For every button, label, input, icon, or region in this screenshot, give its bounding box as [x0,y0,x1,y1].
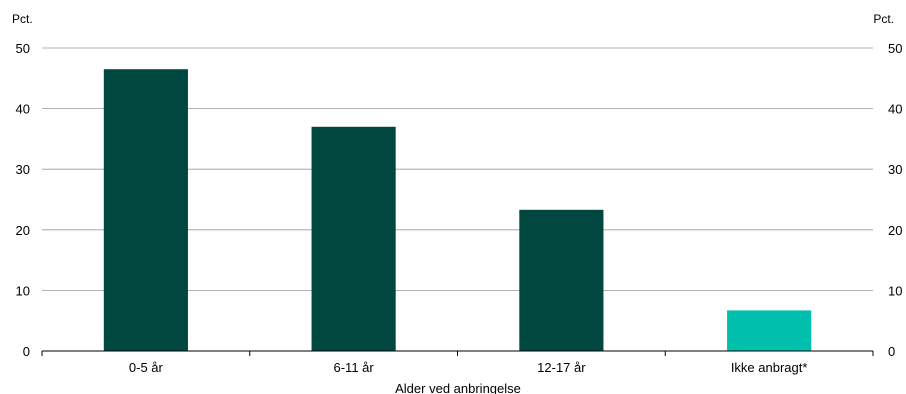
bar [103,69,188,352]
y-axis-unit-right: Pct. [873,12,894,26]
bar [311,126,396,351]
y-tick-label-left: 40 [16,102,30,117]
x-tick-label: 12-17 år [537,360,586,375]
y-tick-label-left: 30 [16,162,30,177]
bar [727,310,812,351]
y-tick-label-left: 50 [16,41,30,56]
y-tick-label-right: 20 [888,223,902,238]
x-tick-label: 0-5 år [129,360,164,375]
y-tick-label-right: 40 [888,102,902,117]
x-tick-label: 6-11 år [334,360,375,375]
y-tick-label-right: 30 [888,162,902,177]
y-tick-label-right: 0 [888,344,895,359]
y-tick-label-left: 10 [16,283,30,298]
y-tick-label-left: 20 [16,223,30,238]
x-axis-title: Alder ved anbringelse [395,381,521,394]
y-axis-unit-left: Pct. [12,12,33,26]
x-tick-label: Ikke anbragt* [731,360,808,375]
axes: 0 0 10 10 20 20 30 30 40 40 50 50 0-5 år 6-11 år 12-17… [16,41,903,375]
y-tick-label-left: 0 [23,344,30,359]
y-tick-label-right: 10 [888,283,902,298]
bar [519,209,604,351]
bars [103,69,812,352]
y-tick-label-right: 50 [888,41,902,56]
